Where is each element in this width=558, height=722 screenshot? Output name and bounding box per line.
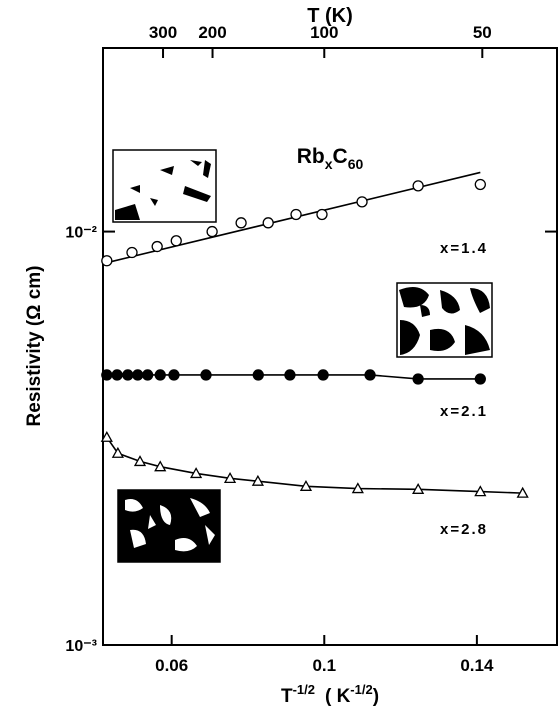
top-tick-label: 100 <box>310 23 338 42</box>
page: RbxC60 T-1/2( K-1/2) Resistivity (Ω cm) … <box>0 0 558 722</box>
x-label-part: -1/2 <box>350 682 372 697</box>
title-part: Rb <box>297 145 325 168</box>
point <box>143 370 153 380</box>
x-axis-label: T-1/2( K-1/2) <box>281 682 379 707</box>
point <box>475 179 485 189</box>
inset-1 <box>113 150 216 222</box>
point <box>365 370 375 380</box>
point <box>253 370 263 380</box>
point <box>285 370 295 380</box>
title-part: C <box>333 145 348 168</box>
curve <box>107 437 523 493</box>
chart: RbxC60 T-1/2( K-1/2) Resistivity (Ω cm) … <box>0 0 558 717</box>
point <box>169 370 179 380</box>
point <box>171 236 181 246</box>
point <box>155 370 165 380</box>
series-label: x=2.1 <box>440 403 488 420</box>
inset-3 <box>118 490 220 562</box>
y-tick-label: 10⁻² <box>65 225 97 242</box>
point <box>357 197 367 207</box>
point <box>413 374 423 384</box>
x-tick-label: 0.14 <box>460 656 494 675</box>
point <box>318 370 328 380</box>
top-tick-label: 50 <box>473 23 492 42</box>
point <box>127 248 137 258</box>
point <box>102 370 112 380</box>
x-label-part: ( K <box>325 686 351 707</box>
top-tick-label: 200 <box>198 23 226 42</box>
y-tick-label: 10⁻³ <box>65 638 97 655</box>
point <box>201 370 211 380</box>
point <box>263 218 273 228</box>
title: RbxC60 <box>297 145 364 172</box>
point <box>291 209 301 219</box>
title-part: x <box>325 156 333 172</box>
point <box>475 374 485 384</box>
point <box>123 370 133 380</box>
top-tick-label: 300 <box>149 23 177 42</box>
x-label-part: -1/2 <box>293 682 315 697</box>
point <box>236 218 246 228</box>
point <box>112 370 122 380</box>
series-label: x=1.4 <box>440 240 488 257</box>
series-label: x=2.8 <box>440 521 488 538</box>
point <box>102 256 112 266</box>
point <box>317 209 327 219</box>
x-label-part: ) <box>373 686 379 707</box>
x-tick-label: 0.06 <box>155 656 188 675</box>
y-axis-label: Resistivity (Ω cm) <box>24 266 45 427</box>
point <box>133 370 143 380</box>
point <box>207 227 217 237</box>
x-tick-label: 0.1 <box>312 656 336 675</box>
inset-2 <box>397 283 492 357</box>
point <box>413 181 423 191</box>
x-label-part: T <box>281 686 293 707</box>
title-part: 60 <box>348 156 364 172</box>
point <box>152 242 162 252</box>
